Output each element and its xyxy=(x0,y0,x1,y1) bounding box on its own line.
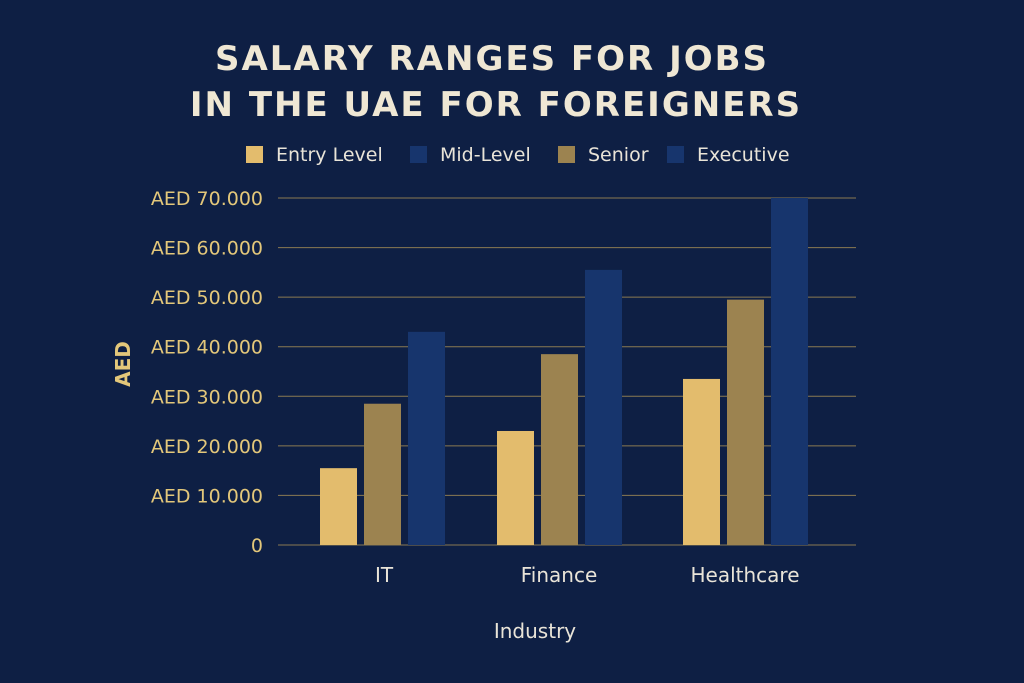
chart-title: SALARY RANGES FOR JOBS IN THE UAE FOR FO… xyxy=(190,39,802,125)
legend-label: Mid-Level xyxy=(440,144,531,166)
x-axis-ticks: IT Finance Healthcare xyxy=(375,563,800,587)
bar-healthcare-executive xyxy=(771,198,808,545)
y-tick-label: 0 xyxy=(251,535,263,557)
y-axis-label: AED xyxy=(111,341,135,387)
bar-finance-executive xyxy=(585,269,622,545)
legend-swatch xyxy=(558,146,575,163)
chart-title-line-2: IN THE UAE FOR FOREIGNERS xyxy=(190,85,802,125)
y-tick-label: AED 70.000 xyxy=(151,188,263,210)
bar-finance-entry-level xyxy=(497,430,534,545)
bars xyxy=(320,198,808,545)
y-tick-label: AED 60.000 xyxy=(151,238,263,260)
chart-title-line-1: SALARY RANGES FOR JOBS xyxy=(215,39,769,79)
y-tick-label: AED 40.000 xyxy=(151,337,263,359)
y-tick-label: AED 10.000 xyxy=(151,485,263,507)
legend-swatch xyxy=(667,146,684,163)
legend: Entry Level Mid-Level Senior Executive xyxy=(246,144,790,166)
y-axis-ticks: 0 AED 10.000 AED 20.000 AED 30.000 AED 40.00… xyxy=(151,188,263,557)
bar-finance-senior xyxy=(541,354,578,545)
bar-it-senior xyxy=(364,403,401,545)
bar-it-entry-level xyxy=(320,468,357,545)
legend-label: Entry Level xyxy=(276,144,383,166)
x-tick-label: IT xyxy=(375,563,394,587)
bar-it-executive xyxy=(408,331,445,545)
legend-swatch xyxy=(246,146,263,163)
x-tick-label: Finance xyxy=(521,563,598,587)
bar-healthcare-senior xyxy=(727,299,764,545)
legend-swatch xyxy=(410,146,427,163)
bar-healthcare-entry-level xyxy=(683,378,720,545)
legend-label: Senior xyxy=(588,144,649,166)
y-tick-label: AED 50.000 xyxy=(151,287,263,309)
y-tick-label: AED 20.000 xyxy=(151,436,263,458)
y-tick-label: AED 30.000 xyxy=(151,386,263,408)
x-tick-label: Healthcare xyxy=(690,563,799,587)
legend-label: Executive xyxy=(697,144,790,166)
x-axis-label: Industry xyxy=(494,619,576,643)
